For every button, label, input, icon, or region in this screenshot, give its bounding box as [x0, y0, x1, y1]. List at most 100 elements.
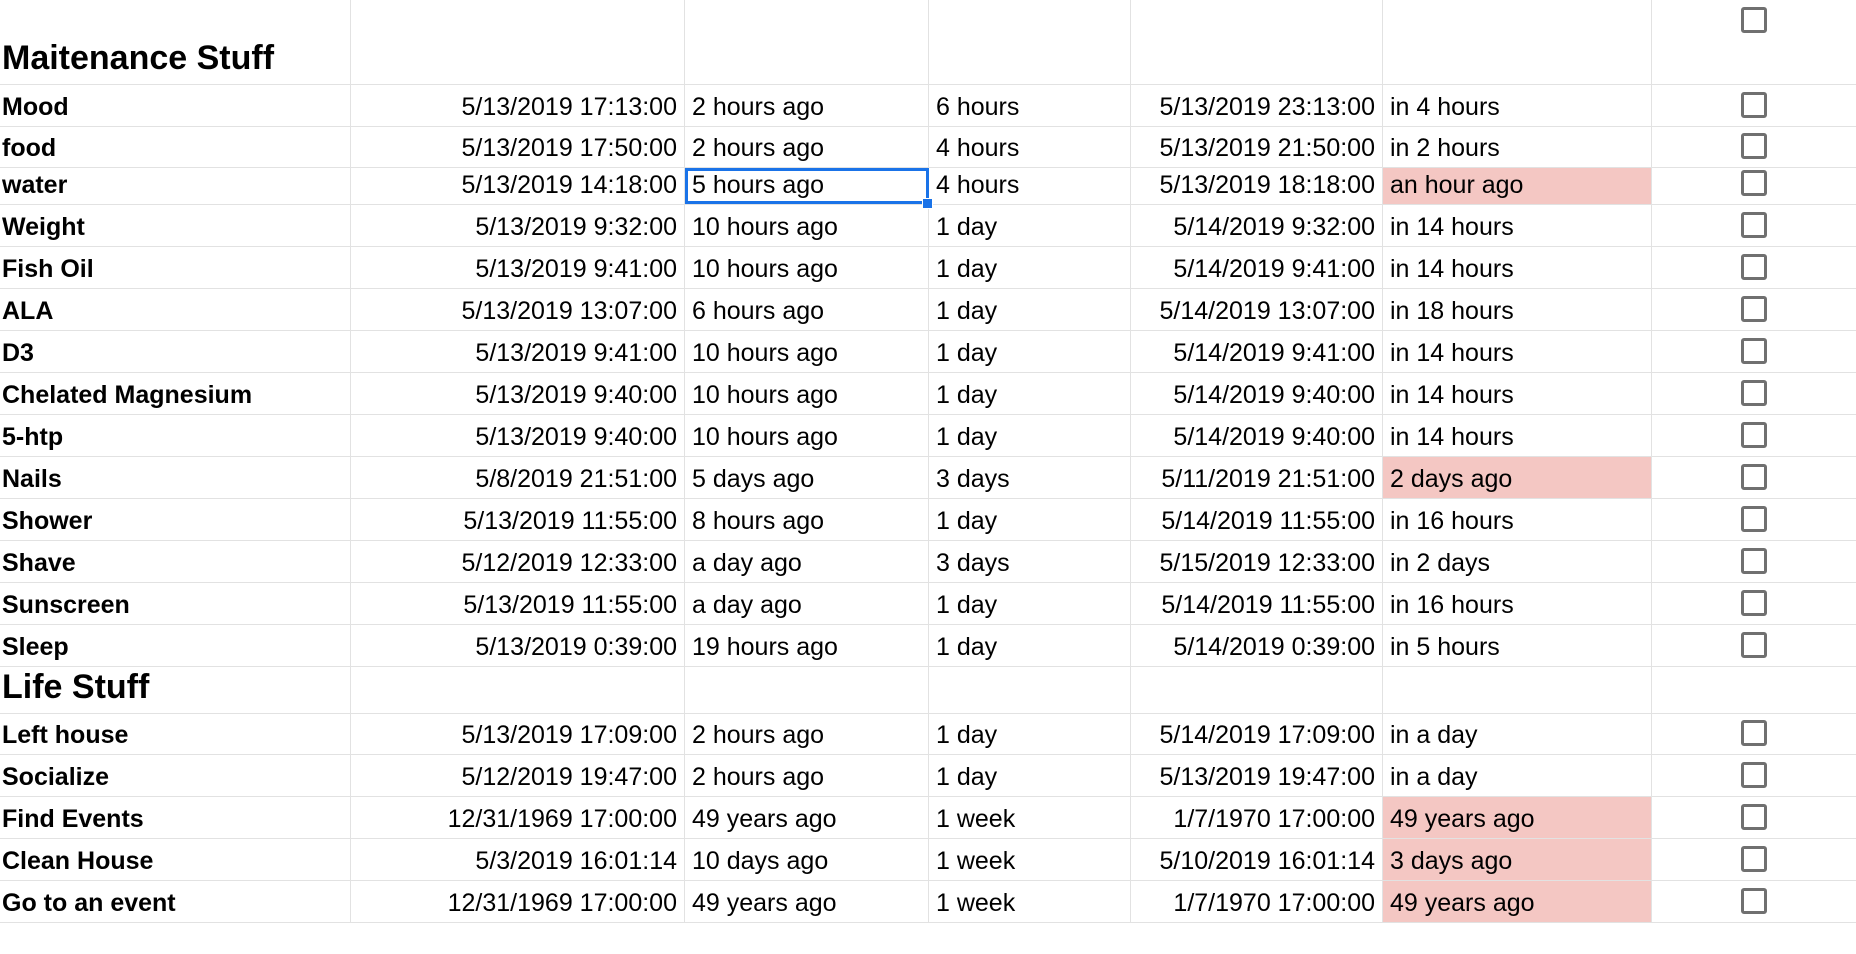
- interval-cell[interactable]: 1 day: [929, 415, 1131, 456]
- checkbox-cell[interactable]: [1652, 205, 1856, 246]
- empty-cell[interactable]: [351, 0, 685, 84]
- last-done-cell[interactable]: 5/12/2019 19:47:00: [351, 755, 685, 796]
- due-status-cell[interactable]: 3 days ago: [1383, 839, 1652, 880]
- checkbox-cell[interactable]: [1652, 625, 1856, 666]
- due-status-cell[interactable]: in 4 hours: [1383, 85, 1652, 126]
- done-checkbox[interactable]: [1741, 720, 1767, 746]
- checkbox-cell[interactable]: [1652, 331, 1856, 372]
- interval-cell[interactable]: 1 day: [929, 714, 1131, 754]
- due-status-cell[interactable]: in 14 hours: [1383, 205, 1652, 246]
- task-name-cell[interactable]: ALA: [0, 289, 351, 330]
- interval-cell[interactable]: 1 day: [929, 499, 1131, 540]
- done-checkbox[interactable]: [1741, 380, 1767, 406]
- done-checkbox[interactable]: [1741, 632, 1767, 658]
- time-since-cell[interactable]: 5 hours ago: [685, 168, 933, 209]
- time-since-cell[interactable]: 5 days ago: [685, 457, 929, 498]
- section-title[interactable]: Maitenance Stuff: [0, 0, 351, 84]
- next-due-cell[interactable]: 5/11/2019 21:51:00: [1131, 457, 1383, 498]
- done-checkbox[interactable]: [1741, 846, 1767, 872]
- last-done-cell[interactable]: 5/13/2019 0:39:00: [351, 625, 685, 666]
- interval-cell[interactable]: 1 day: [929, 205, 1131, 246]
- empty-cell[interactable]: [929, 667, 1131, 713]
- task-name-cell[interactable]: Weight: [0, 205, 351, 246]
- checkbox-cell[interactable]: [1652, 415, 1856, 456]
- last-done-cell[interactable]: 5/13/2019 9:32:00: [351, 205, 685, 246]
- due-status-cell[interactable]: in 16 hours: [1383, 499, 1652, 540]
- last-done-cell[interactable]: 5/13/2019 17:13:00: [351, 85, 685, 126]
- task-name-cell[interactable]: food: [0, 127, 351, 167]
- time-since-cell[interactable]: 10 hours ago: [685, 205, 929, 246]
- checkbox-cell[interactable]: [1652, 85, 1856, 126]
- empty-cell[interactable]: [1383, 0, 1652, 84]
- next-due-cell[interactable]: 1/7/1970 17:00:00: [1131, 881, 1383, 922]
- last-done-cell[interactable]: 5/13/2019 9:41:00: [351, 247, 685, 288]
- task-name-cell[interactable]: Clean House: [0, 839, 351, 880]
- due-status-cell[interactable]: in a day: [1383, 714, 1652, 754]
- done-checkbox[interactable]: [1741, 888, 1767, 914]
- last-done-cell[interactable]: 5/12/2019 12:33:00: [351, 541, 685, 582]
- checkbox-cell[interactable]: [1652, 839, 1856, 880]
- last-done-cell[interactable]: 5/13/2019 11:55:00: [351, 583, 685, 624]
- next-due-cell[interactable]: 5/13/2019 19:47:00: [1131, 755, 1383, 796]
- due-status-cell[interactable]: in 14 hours: [1383, 373, 1652, 414]
- done-checkbox[interactable]: [1741, 548, 1767, 574]
- next-due-cell[interactable]: 5/14/2019 9:41:00: [1131, 331, 1383, 372]
- interval-cell[interactable]: 1 day: [929, 247, 1131, 288]
- task-name-cell[interactable]: Nails: [0, 457, 351, 498]
- next-due-cell[interactable]: 1/7/1970 17:00:00: [1131, 797, 1383, 838]
- interval-cell[interactable]: 4 hours: [929, 168, 1131, 204]
- next-due-cell[interactable]: 5/14/2019 9:40:00: [1131, 373, 1383, 414]
- empty-cell[interactable]: [685, 0, 929, 84]
- interval-cell[interactable]: 1 day: [929, 373, 1131, 414]
- checkbox-cell[interactable]: [1652, 755, 1856, 796]
- last-done-cell[interactable]: 5/13/2019 9:40:00: [351, 415, 685, 456]
- checkbox-cell[interactable]: [1652, 881, 1856, 922]
- next-due-cell[interactable]: 5/14/2019 9:41:00: [1131, 247, 1383, 288]
- time-since-cell[interactable]: 10 days ago: [685, 839, 929, 880]
- time-since-cell[interactable]: 10 hours ago: [685, 415, 929, 456]
- next-due-cell[interactable]: 5/14/2019 11:55:00: [1131, 583, 1383, 624]
- next-due-cell[interactable]: 5/15/2019 12:33:00: [1131, 541, 1383, 582]
- checkbox-cell[interactable]: [1652, 247, 1856, 288]
- done-checkbox[interactable]: [1741, 804, 1767, 830]
- task-name-cell[interactable]: water: [0, 168, 351, 204]
- time-since-cell[interactable]: 10 hours ago: [685, 331, 929, 372]
- done-checkbox[interactable]: [1741, 133, 1767, 159]
- done-checkbox[interactable]: [1741, 762, 1767, 788]
- done-checkbox[interactable]: [1741, 590, 1767, 616]
- task-name-cell[interactable]: Shower: [0, 499, 351, 540]
- time-since-cell[interactable]: 19 hours ago: [685, 625, 929, 666]
- due-status-cell[interactable]: in 14 hours: [1383, 331, 1652, 372]
- task-name-cell[interactable]: 5-htp: [0, 415, 351, 456]
- interval-cell[interactable]: 1 day: [929, 289, 1131, 330]
- interval-cell[interactable]: 4 hours: [929, 127, 1131, 167]
- time-since-cell[interactable]: a day ago: [685, 541, 929, 582]
- due-status-cell[interactable]: in 2 hours: [1383, 127, 1652, 167]
- due-status-cell[interactable]: in 14 hours: [1383, 247, 1652, 288]
- next-due-cell[interactable]: 5/14/2019 11:55:00: [1131, 499, 1383, 540]
- time-since-cell[interactable]: 2 hours ago: [685, 85, 929, 126]
- time-since-cell[interactable]: 10 hours ago: [685, 373, 929, 414]
- interval-cell[interactable]: 1 week: [929, 881, 1131, 922]
- interval-cell[interactable]: 1 day: [929, 755, 1131, 796]
- last-done-cell[interactable]: 5/13/2019 11:55:00: [351, 499, 685, 540]
- empty-cell[interactable]: [929, 0, 1131, 84]
- checkbox-cell[interactable]: [1652, 168, 1856, 204]
- section-title[interactable]: Life Stuff: [0, 667, 351, 713]
- done-checkbox[interactable]: [1741, 338, 1767, 364]
- time-since-cell[interactable]: 2 hours ago: [685, 127, 929, 167]
- last-done-cell[interactable]: 5/13/2019 9:41:00: [351, 331, 685, 372]
- checkbox-cell[interactable]: [1652, 714, 1856, 754]
- done-checkbox[interactable]: [1741, 296, 1767, 322]
- checkbox-cell[interactable]: [1652, 541, 1856, 582]
- next-due-cell[interactable]: 5/14/2019 9:40:00: [1131, 415, 1383, 456]
- time-since-cell[interactable]: 2 hours ago: [685, 714, 929, 754]
- next-due-cell[interactable]: 5/14/2019 17:09:00: [1131, 714, 1383, 754]
- next-due-cell[interactable]: 5/13/2019 23:13:00: [1131, 85, 1383, 126]
- next-due-cell[interactable]: 5/14/2019 0:39:00: [1131, 625, 1383, 666]
- empty-cell[interactable]: [685, 667, 929, 713]
- checkbox-cell[interactable]: [1652, 289, 1856, 330]
- last-done-cell[interactable]: 5/13/2019 9:40:00: [351, 373, 685, 414]
- next-due-cell[interactable]: 5/14/2019 9:32:00: [1131, 205, 1383, 246]
- task-name-cell[interactable]: Fish Oil: [0, 247, 351, 288]
